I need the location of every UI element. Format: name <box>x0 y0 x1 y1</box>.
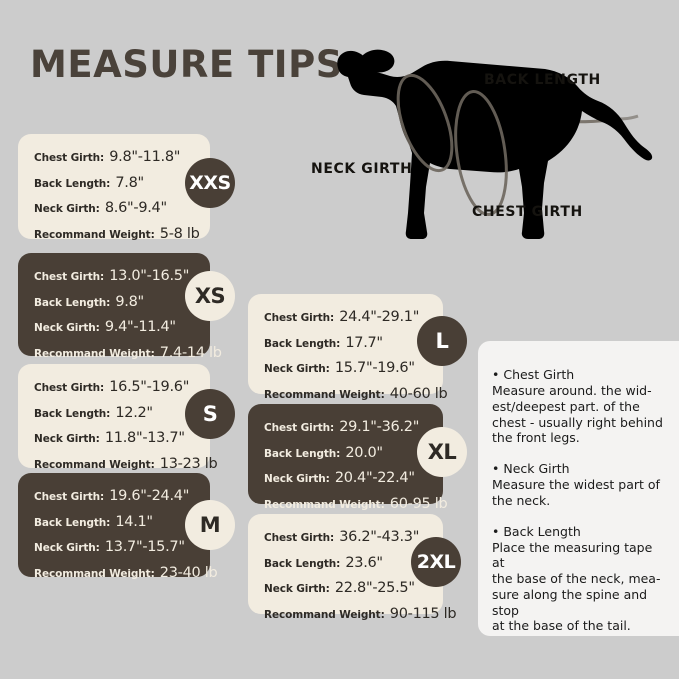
field-back: Back Length: 9.8" <box>34 293 144 310</box>
size-card-2xl[interactable]: Chest Girth: 36.2"-43.3" Back Length: 23… <box>248 514 457 621</box>
size-badge-xxs: XXS <box>185 158 235 208</box>
instruction-body-neck: Measure the widest part of the neck. <box>492 477 660 508</box>
field-chest: Chest Girth: 13.0"-16.5" <box>34 268 190 284</box>
size-badge-xl: XL <box>417 427 467 477</box>
field-weight: Recommand Weight: 13-23 lb <box>34 455 218 472</box>
size-badge-2xl: 2XL <box>411 537 461 587</box>
label-neck-girth: NECK GIRTH <box>311 161 413 177</box>
field-back: Back Length: 17.7" <box>264 334 383 351</box>
field-back: Back Length: 20.0" <box>264 444 383 461</box>
label-chest-girth: CHEST GIRTH <box>472 204 583 220</box>
instruction-heading-chest: • Chest Girth <box>492 367 575 382</box>
field-neck: Neck Girth: 13.7"-15.7" <box>34 539 185 555</box>
field-chest: Chest Girth: 29.1"-36.2" <box>264 419 420 435</box>
field-back: Back Length: 23.6" <box>264 554 383 571</box>
field-neck: Neck Girth: 15.7"-19.6" <box>264 360 415 376</box>
size-card-m[interactable]: Chest Girth: 19.6"-24.4" Back Length: 14… <box>18 473 218 580</box>
field-neck: Neck Girth: 9.4"-11.4" <box>34 319 176 335</box>
field-chest: Chest Girth: 36.2"-43.3" <box>264 529 420 545</box>
instruction-heading-neck: • Neck Girth <box>492 461 570 476</box>
field-chest: Chest Girth: 24.4"-29.1" <box>264 309 420 325</box>
field-back: Back Length: 7.8" <box>34 174 144 191</box>
measurement-instructions-panel: • Chest Girth Measure around. the wid- e… <box>478 341 679 636</box>
field-weight: Recommand Weight: 90-115 lb <box>264 605 457 622</box>
field-back: Back Length: 12.2" <box>34 404 153 421</box>
field-chest: Chest Girth: 9.8"-11.8" <box>34 149 181 165</box>
instruction-heading-back: • Back Length <box>492 523 581 539</box>
field-neck: Neck Girth: 22.8"-25.5" <box>264 580 415 596</box>
size-card-l[interactable]: Chest Girth: 24.4"-29.1" Back Length: 17… <box>248 294 448 401</box>
size-card-xs[interactable]: Chest Girth: 13.0"-16.5" Back Length: 9.… <box>18 253 222 360</box>
size-card-xl[interactable]: Chest Girth: 29.1"-36.2" Back Length: 20… <box>248 404 448 511</box>
size-badge-xs: XS <box>185 271 235 321</box>
field-weight: Recommand Weight: 60-95 lb <box>264 495 448 512</box>
field-weight: Recommand Weight: 40-60 lb <box>264 385 448 402</box>
field-neck: Neck Girth: 20.4"-22.4" <box>264 470 415 486</box>
field-weight: Recommand Weight: 23-40 lb <box>34 564 218 581</box>
instruction-body-chest: Measure around. the wid- est/deepest par… <box>492 383 663 446</box>
field-neck: Neck Girth: 8.6"-9.4" <box>34 200 167 216</box>
size-badge-s: S <box>185 389 235 439</box>
size-card-s[interactable]: Chest Girth: 16.5"-19.6" Back Length: 12… <box>18 364 218 471</box>
label-back-length: BACK LENGTH <box>484 72 601 88</box>
size-card-xxs[interactable]: Chest Girth: 9.8"-11.8" Back Length: 7.8… <box>18 134 210 242</box>
field-back: Back Length: 14.1" <box>34 513 153 530</box>
field-weight: Recommand Weight: 7.4-14 lb <box>34 344 222 361</box>
field-chest: Chest Girth: 16.5"-19.6" <box>34 379 190 395</box>
page-title: MEASURE TIPS <box>30 43 343 86</box>
size-badge-m: M <box>185 500 235 550</box>
field-chest: Chest Girth: 19.6"-24.4" <box>34 488 190 504</box>
instruction-body-back: Place the measuring tape at the base of … <box>492 539 661 634</box>
field-neck: Neck Girth: 11.8"-13.7" <box>34 430 185 446</box>
size-badge-l: L <box>417 316 467 366</box>
dog-illustration <box>300 35 679 250</box>
field-weight: Recommand Weight: 5-8 lb <box>34 225 200 242</box>
